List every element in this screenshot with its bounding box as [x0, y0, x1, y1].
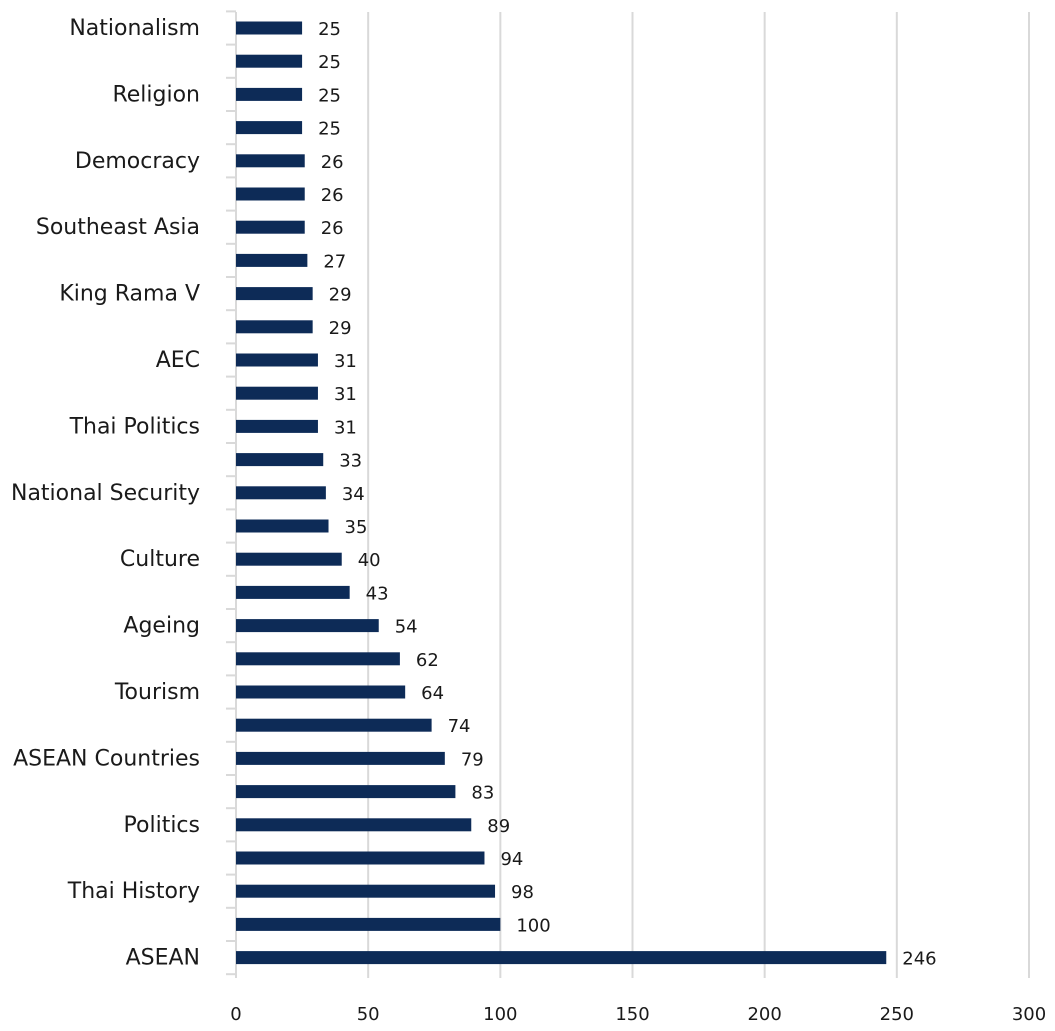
data-label: 25 [318, 119, 341, 140]
data-label: 40 [358, 550, 381, 571]
data-label: 26 [321, 218, 344, 239]
data-label: 31 [334, 351, 357, 372]
data-label: 94 [500, 849, 523, 870]
category-label: Politics [124, 813, 200, 838]
data-label: 98 [511, 882, 534, 903]
bar [236, 386, 318, 400]
data-label: 31 [334, 384, 357, 405]
bar [236, 851, 485, 865]
data-labels: 25 25 25 25 26 26 26 27 29 29 31 31 31 33 34 35 40 43 54 62… [318, 19, 937, 970]
x-tick-labels: 0 50 100 150 200 250 300 [230, 1004, 1046, 1025]
data-label: 29 [329, 285, 352, 306]
bar [236, 154, 305, 168]
data-label: 79 [461, 749, 484, 770]
bar [236, 486, 326, 500]
category-label: Thai History [67, 879, 200, 904]
bar [236, 419, 318, 433]
data-label: 89 [487, 816, 510, 837]
bar [236, 585, 350, 599]
data-label: 54 [395, 617, 418, 638]
data-label: 35 [345, 517, 368, 538]
bar [236, 54, 303, 68]
bar [236, 917, 501, 931]
bar [236, 552, 342, 566]
category-label: Thai Politics [69, 414, 200, 439]
category-labels: Nationalism Religion Democracy Southeast As… [11, 16, 200, 971]
data-label: 31 [334, 417, 357, 438]
category-label: Culture [120, 547, 200, 572]
data-label: 33 [339, 451, 362, 472]
bar [236, 785, 456, 799]
bar [236, 519, 329, 533]
bar [236, 453, 324, 467]
bar [236, 353, 318, 367]
bar [236, 121, 303, 135]
category-label: ASEAN Countries [13, 746, 200, 771]
data-label: 26 [321, 152, 344, 173]
data-label: 62 [416, 650, 439, 671]
category-label: Religion [112, 82, 200, 107]
bar [236, 220, 305, 234]
bar [236, 287, 313, 301]
bar [236, 21, 303, 35]
data-label: 27 [323, 251, 346, 272]
y-axis [226, 10, 237, 978]
data-label: 74 [448, 716, 471, 737]
category-label: Southeast Asia [36, 215, 200, 240]
data-label: 34 [342, 484, 365, 505]
category-label: King Rama V [59, 282, 200, 307]
x-tick-label: 250 [880, 1004, 914, 1025]
data-label: 29 [329, 318, 352, 339]
bar [236, 187, 305, 201]
data-label: 25 [318, 85, 341, 106]
category-label: AEC [156, 348, 200, 373]
bar [236, 751, 445, 765]
x-tick-label: 0 [230, 1004, 241, 1025]
data-label: 100 [516, 915, 550, 936]
x-tick-label: 200 [747, 1004, 781, 1025]
data-label: 25 [318, 52, 341, 73]
bars [236, 21, 887, 965]
bar [236, 253, 308, 267]
bar [236, 685, 406, 699]
bar [236, 951, 887, 965]
category-label: Ageing [123, 614, 200, 639]
data-label: 26 [321, 185, 344, 206]
gridlines [367, 12, 1030, 978]
category-label: Nationalism [69, 16, 200, 41]
bar [236, 619, 379, 633]
category-label: Democracy [75, 149, 200, 174]
x-tick-label: 150 [615, 1004, 649, 1025]
category-label: ASEAN [126, 946, 200, 971]
bar [236, 652, 400, 666]
data-label: 64 [421, 683, 444, 704]
bar [236, 718, 432, 732]
category-label: Tourism [114, 680, 200, 705]
category-label: National Security [11, 481, 200, 506]
bar [236, 818, 472, 832]
data-label: 83 [471, 783, 494, 804]
bar [236, 884, 496, 898]
x-tick-label: 50 [357, 1004, 380, 1025]
data-label: 246 [902, 949, 936, 970]
x-tick-label: 300 [1012, 1004, 1046, 1025]
x-tick-label: 100 [483, 1004, 517, 1025]
bar [236, 320, 313, 334]
bar [236, 87, 303, 101]
data-label: 25 [318, 19, 341, 40]
data-label: 43 [366, 583, 389, 604]
